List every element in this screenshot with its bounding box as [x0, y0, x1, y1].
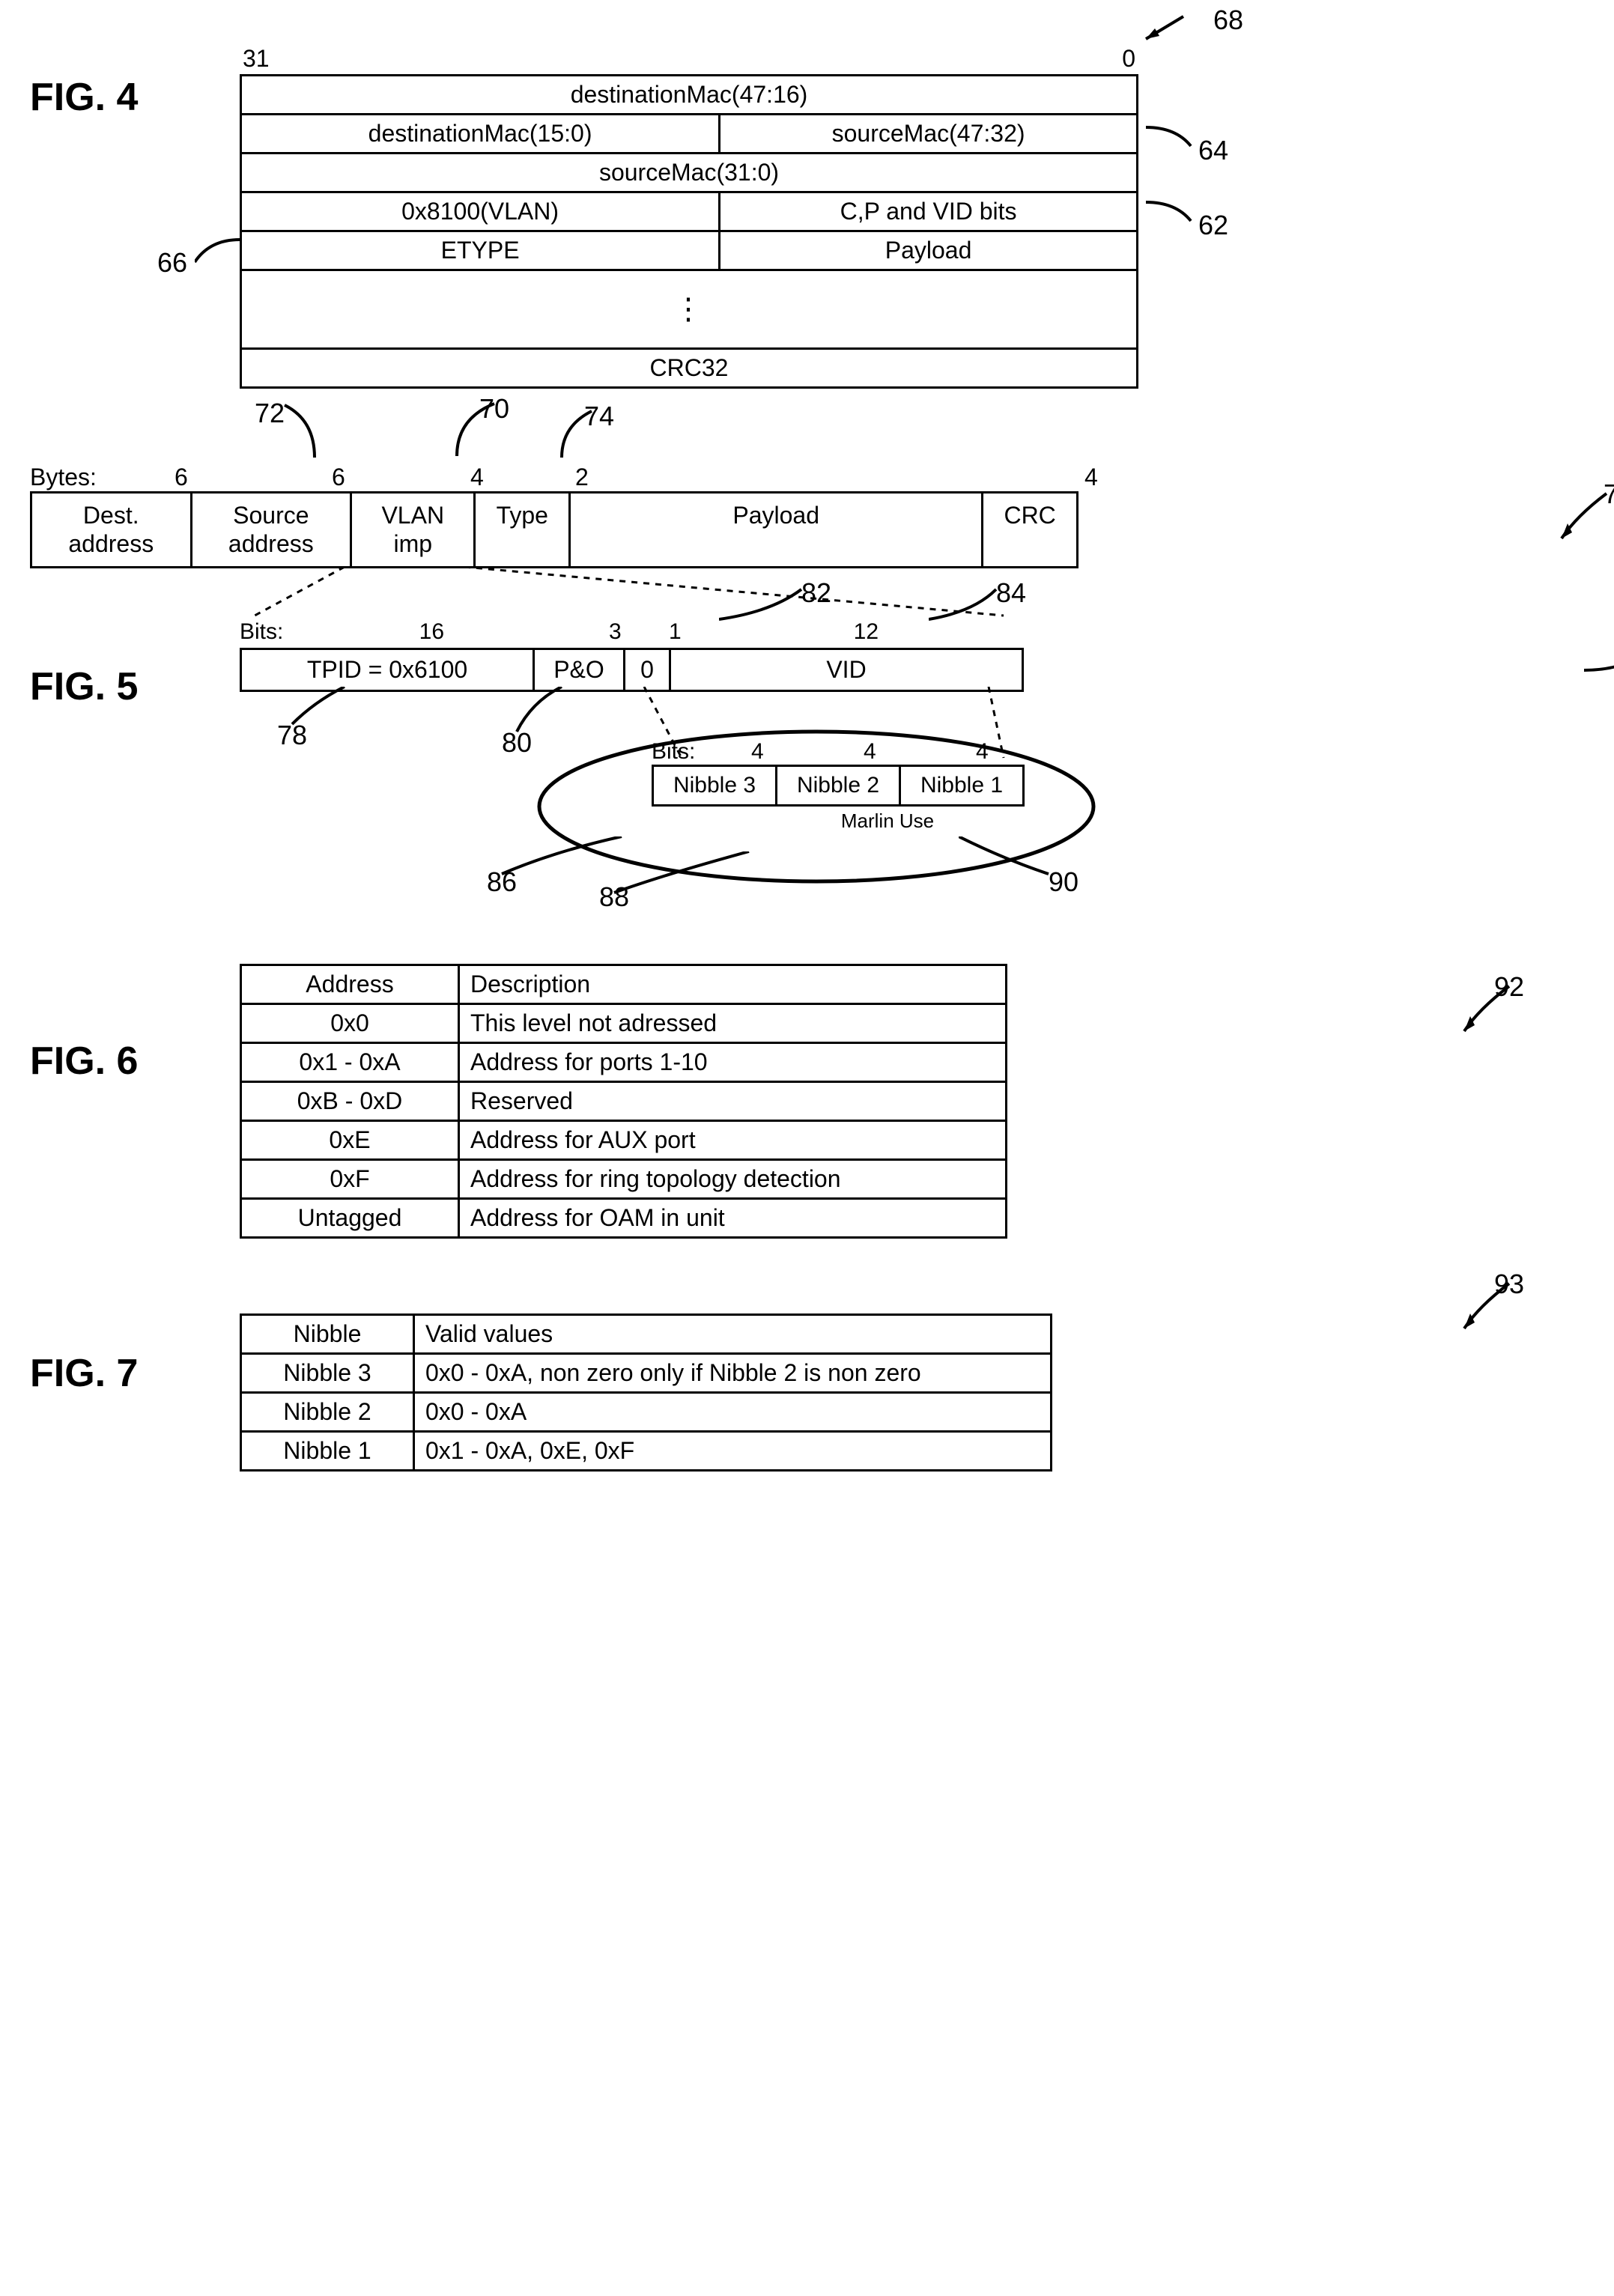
fig6-cell: 0xE — [241, 1120, 459, 1159]
fig4-cell: destinationMac(47:16) — [241, 76, 1138, 115]
fig5-byte: 6 — [103, 464, 260, 491]
fig4-cell: Payload — [720, 231, 1138, 270]
fig7-label: FIG. 7 — [30, 1351, 240, 1396]
fig6-label: FIG. 6 — [30, 1039, 240, 1084]
fig4-bit-header: 31 0 — [240, 45, 1138, 73]
fig5-byte — [627, 464, 1046, 491]
fig4-cell: sourceMac(47:32) — [720, 115, 1138, 154]
marlin-label: Marlin Use — [712, 810, 1064, 833]
fig4-bit-high: 31 — [243, 45, 270, 73]
figure-4: FIG. 4 31 0 destinationMac(47:16)destina… — [30, 45, 1584, 389]
fig6-cell: 0x0 — [241, 1003, 459, 1042]
fig4-cell: sourceMac(31:0) — [241, 154, 1138, 192]
fig7-table: NibbleValid valuesNibble 30x0 - 0xA, non… — [240, 1313, 1052, 1472]
fig5-sub-bit: 1 — [656, 619, 694, 645]
fig4-cell: destinationMac(15:0) — [241, 115, 720, 154]
fig5-sub-bit: 3 — [574, 619, 656, 645]
fig7-header: Valid values — [414, 1314, 1052, 1353]
fig5-field: Dest. address — [30, 491, 190, 568]
callout-64: 64 — [1146, 112, 1228, 164]
fig5-nibble-bits-row: Bits: 444 — [652, 739, 1064, 765]
fig4-cell: CRC32 — [241, 349, 1138, 388]
fig4-cell: 0x8100(VLAN) — [241, 192, 720, 231]
fig6-cell: 0xB - 0xD — [241, 1081, 459, 1120]
callout-68: 68 — [1138, 9, 1243, 53]
fig6-cell: 0xF — [241, 1159, 459, 1198]
fig5-sub-frame: TPID = 0x6100P&O0VID — [240, 648, 1584, 692]
fig4-content: 31 0 destinationMac(47:16)destinationMac… — [240, 45, 1138, 389]
fig5-expand-lines — [30, 567, 1078, 619]
fig5-nibble: Nibble 2 — [775, 765, 899, 807]
callout-93: 93 — [1457, 1276, 1524, 1343]
fig7-cell: Nibble 1 — [241, 1431, 414, 1470]
fig5-nibble-bit: 4 — [701, 739, 813, 765]
callout-82: 82 — [719, 582, 824, 634]
fig5-field: Payload — [568, 491, 981, 568]
figure-7: FIG. 7 NibbleValid valuesNibble 30x0 - 0… — [30, 1313, 1584, 1472]
callout-92: 92 — [1457, 979, 1524, 1045]
fig6-cell: Address for OAM in unit — [459, 1198, 1007, 1237]
fig5-bits-row: Bits: 163112 — [240, 619, 1584, 645]
fig6-cell: Reserved — [459, 1081, 1007, 1120]
fig6-cell: 0x1 - 0xA — [241, 1042, 459, 1081]
figure-5: Bytes: 66424 Dest. addressSource address… — [30, 464, 1584, 889]
fig6-table: AddressDescription0x0This level not adre… — [240, 964, 1007, 1239]
fig7-cell: Nibble 3 — [241, 1353, 414, 1392]
fig6-cell: This level not adressed — [459, 1003, 1007, 1042]
figure-6: FIG. 6 AddressDescription0x0This level n… — [30, 964, 1584, 1239]
callout-88: 88 — [607, 851, 756, 911]
fig5-byte: 4 — [1046, 464, 1136, 491]
fig6-header: Description — [459, 965, 1007, 1003]
fig5-field: Source address — [190, 491, 351, 568]
fig5-sub-field: 0 — [623, 648, 669, 692]
fig7-cell: 0x1 - 0xA, 0xE, 0xF — [414, 1431, 1052, 1470]
callout-70b: 70 — [1584, 655, 1614, 699]
callout-70: 70 — [449, 396, 509, 470]
fig5-nibble: Nibble 3 — [652, 765, 775, 807]
fig7-header: Nibble — [241, 1314, 414, 1353]
fig5-field: CRC — [981, 491, 1078, 568]
fig5-nibble-bit: 4 — [926, 739, 1038, 765]
fig7-cell: 0x0 - 0xA — [414, 1392, 1052, 1431]
fig7-cell: Nibble 2 — [241, 1392, 414, 1431]
callout-84: 84 — [929, 582, 1019, 634]
fig7-cell: 0x0 - 0xA, non zero only if Nibble 2 is … — [414, 1353, 1052, 1392]
fig6-cell: Address for AUX port — [459, 1120, 1007, 1159]
callout-72: 72 — [270, 398, 330, 472]
fig4-bit-low: 0 — [1122, 45, 1135, 73]
fig6-cell: Address for ring topology detection — [459, 1159, 1007, 1198]
fig4-label: FIG. 4 — [30, 75, 240, 120]
fig4-cell: ⋮ — [241, 270, 1138, 349]
fig5-sub-field: TPID = 0x6100 — [240, 648, 533, 692]
fig4-table: destinationMac(47:16)destinationMac(15:0… — [240, 74, 1138, 389]
fig7-content: NibbleValid valuesNibble 30x0 - 0xA, non… — [240, 1313, 1584, 1472]
fig6-cell: Untagged — [241, 1198, 459, 1237]
fig5-sub-bit: 16 — [289, 619, 574, 645]
fig5-sub-field: VID — [669, 648, 1024, 692]
callout-78: 78 — [285, 687, 359, 738]
fig5-bytes-label: Bytes: — [30, 464, 97, 491]
fig6-cell: Address for ports 1-10 — [459, 1042, 1007, 1081]
fig5-nibble-area: Bits: 444 Nibble 3Nibble 2Nibble 1 Marli… — [569, 739, 1064, 833]
fig6-header: Address — [241, 965, 459, 1003]
fig5-upper: Bytes: 66424 Dest. addressSource address… — [30, 464, 1584, 568]
callout-74: 74 — [554, 404, 607, 470]
callout-76: 76 — [1554, 486, 1614, 553]
fig5-nibble: Nibble 1 — [899, 765, 1025, 807]
callout-66: 66 — [157, 232, 285, 284]
fig5-sub-field: P&O — [533, 648, 623, 692]
fig5-nibble-box: Nibble 3Nibble 2Nibble 1 — [652, 765, 1064, 807]
fig5-label: FIG. 5 — [30, 664, 240, 709]
fig5-frame: Dest. addressSource addressVLAN impTypeP… — [30, 491, 1078, 568]
fig5-mid: FIG. 5 Bits: 163112 TPID = 0x6100P&O0VID… — [30, 619, 1584, 709]
fig4-cell: ETYPE — [241, 231, 720, 270]
callout-90: 90 — [959, 836, 1064, 896]
fig5-field: Type — [473, 491, 568, 568]
callout-62: 62 — [1146, 187, 1228, 239]
fig5-field: VLAN imp — [350, 491, 473, 568]
fig5-nibble-bit: 4 — [813, 739, 926, 765]
fig6-content: AddressDescription0x0This level not adre… — [240, 964, 1584, 1239]
fig4-cell: C,P and VID bits — [720, 192, 1138, 231]
